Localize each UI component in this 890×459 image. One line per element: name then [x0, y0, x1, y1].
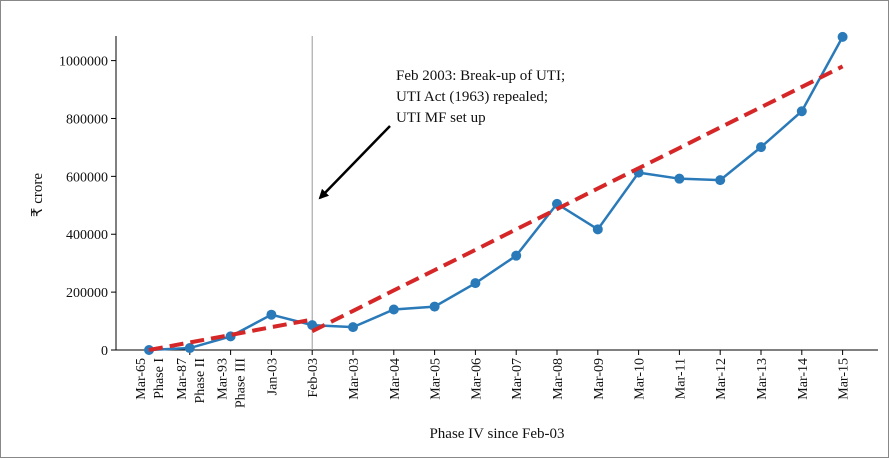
- x-axis-label: Phase IV since Feb-03: [429, 426, 564, 442]
- annotation: UTI Act (1963) repealed;: [396, 89, 548, 105]
- y-tick-label: 200000: [66, 286, 108, 301]
- data-point: [592, 224, 603, 235]
- x-tick-label: Mar-93: [216, 358, 231, 400]
- data-point: [184, 343, 195, 354]
- data-point: [388, 304, 399, 315]
- data-point: [837, 31, 848, 42]
- y-tick-label: 1000000: [59, 55, 108, 70]
- x-tick-label: Mar-87: [175, 358, 190, 400]
- annotation-arrow: [318, 125, 391, 200]
- y-tick-label: 600000: [66, 170, 108, 185]
- x-tick-label: Mar-11: [673, 358, 688, 399]
- x-tick-label: Mar-09: [592, 358, 607, 400]
- x-tick-label: Mar-13: [755, 358, 770, 400]
- x-tick-label: Phase II: [193, 358, 208, 404]
- y-tick-label: 400000: [66, 228, 108, 243]
- y-tick-label: 0: [101, 344, 108, 359]
- y-tick-label: 800000: [66, 112, 108, 127]
- series-line: [148, 317, 313, 352]
- series-line: [148, 36, 844, 352]
- x-tick-label: Mar-65: [134, 358, 149, 400]
- annotation: Feb 2003: Break-up of UTI;: [396, 68, 565, 84]
- data-point: [266, 309, 277, 320]
- x-tick-label: Mar-05: [429, 358, 444, 400]
- x-tick-label: Mar-14: [796, 358, 811, 400]
- data-point: [307, 320, 318, 331]
- annotation: UTI MF set up: [396, 110, 486, 126]
- x-tick-label: Mar-10: [633, 358, 648, 400]
- data-point: [756, 142, 766, 153]
- x-tick-label: Mar-12: [714, 358, 729, 400]
- data-point: [511, 250, 522, 261]
- data-point: [674, 173, 685, 184]
- x-tick-label: Phase III: [234, 358, 249, 408]
- x-tick-label: Mar-06: [469, 358, 484, 400]
- data-point: [470, 278, 481, 289]
- x-tick-label: Phase I: [152, 358, 167, 399]
- data-point: [796, 106, 807, 117]
- data-point: [429, 301, 440, 312]
- x-tick-label: Mar-07: [510, 358, 525, 400]
- x-tick-label: Mar-04: [388, 358, 403, 400]
- data-point: [715, 175, 726, 186]
- y-axis-label: ₹ crore: [30, 173, 46, 217]
- x-tick-label: Feb-03: [306, 358, 321, 398]
- x-tick-label: Mar-08: [551, 358, 566, 400]
- series-line: [311, 64, 844, 333]
- x-tick-label: Jan-03: [265, 358, 280, 395]
- x-tick-label: Mar-03: [347, 358, 362, 400]
- data-point: [348, 322, 358, 333]
- x-tick-label: Mar-15: [837, 358, 852, 400]
